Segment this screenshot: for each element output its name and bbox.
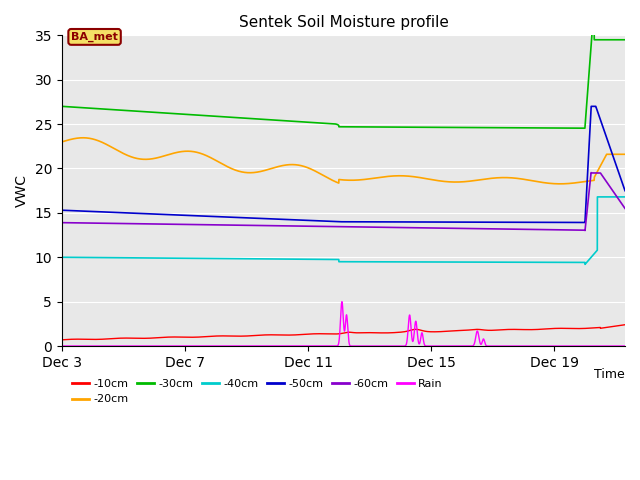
-50cm <box>396 219 403 225</box>
-30cm <box>590 2 598 8</box>
-60cm <box>273 223 281 228</box>
-50cm <box>161 212 168 217</box>
-10cm <box>58 337 66 343</box>
Line: Rain: Rain <box>62 301 625 346</box>
Text: BA_met: BA_met <box>71 32 118 42</box>
Rain <box>338 299 346 304</box>
-10cm <box>521 327 529 333</box>
-50cm <box>581 219 589 225</box>
-50cm <box>521 219 529 225</box>
-40cm <box>478 259 486 265</box>
-20cm <box>521 177 529 182</box>
-50cm <box>273 216 281 222</box>
Rain <box>273 343 281 349</box>
-40cm <box>396 259 403 265</box>
-10cm <box>161 335 168 340</box>
-10cm <box>621 322 629 328</box>
-60cm <box>478 226 486 231</box>
-40cm <box>593 194 601 200</box>
-30cm <box>396 124 403 130</box>
Line: -60cm: -60cm <box>62 173 625 230</box>
Rain <box>621 343 629 349</box>
Rain <box>58 343 66 349</box>
Rain <box>478 339 486 345</box>
-10cm <box>478 327 486 333</box>
-50cm <box>478 219 486 225</box>
-40cm <box>161 255 168 261</box>
-60cm <box>424 225 432 231</box>
-10cm <box>396 329 403 335</box>
-10cm <box>273 332 281 338</box>
-30cm <box>478 125 486 131</box>
-40cm <box>581 262 589 267</box>
-10cm <box>424 329 432 335</box>
Text: Time: Time <box>595 368 625 381</box>
-20cm <box>273 164 281 170</box>
-20cm <box>556 181 564 187</box>
-20cm <box>478 177 486 182</box>
-40cm <box>273 256 281 262</box>
-40cm <box>424 259 432 265</box>
Line: -40cm: -40cm <box>62 197 625 264</box>
-60cm <box>58 220 66 226</box>
-30cm <box>161 110 168 116</box>
-60cm <box>161 221 168 227</box>
-20cm <box>396 173 404 179</box>
Title: Sentek Soil Moisture profile: Sentek Soil Moisture profile <box>239 15 449 30</box>
Line: -10cm: -10cm <box>62 325 625 340</box>
-40cm <box>58 254 66 260</box>
Rain <box>396 343 404 349</box>
-40cm <box>521 259 529 265</box>
-60cm <box>581 228 589 233</box>
-60cm <box>588 170 595 176</box>
Line: -50cm: -50cm <box>62 107 625 222</box>
Line: -20cm: -20cm <box>62 138 625 184</box>
Line: -30cm: -30cm <box>62 5 625 128</box>
-60cm <box>521 227 529 232</box>
Rain <box>161 343 168 349</box>
-20cm <box>161 153 168 159</box>
-30cm <box>58 104 66 109</box>
Rain <box>521 343 529 349</box>
-20cm <box>424 176 432 182</box>
-30cm <box>424 124 432 130</box>
Legend: -10cm, -20cm, -30cm, -40cm, -50cm, -60cm, Rain: -10cm, -20cm, -30cm, -40cm, -50cm, -60cm… <box>67 374 447 409</box>
-50cm <box>588 104 595 109</box>
-60cm <box>396 225 403 230</box>
Y-axis label: VWC: VWC <box>15 174 29 207</box>
-30cm <box>521 125 529 131</box>
-30cm <box>621 37 629 43</box>
-20cm <box>79 135 87 141</box>
-50cm <box>58 207 66 213</box>
-30cm <box>581 125 589 131</box>
-50cm <box>621 188 629 193</box>
-20cm <box>58 139 66 145</box>
Rain <box>424 343 432 349</box>
-20cm <box>621 151 629 157</box>
-50cm <box>424 219 432 225</box>
-30cm <box>273 117 281 123</box>
-60cm <box>621 205 629 211</box>
-40cm <box>621 194 629 200</box>
